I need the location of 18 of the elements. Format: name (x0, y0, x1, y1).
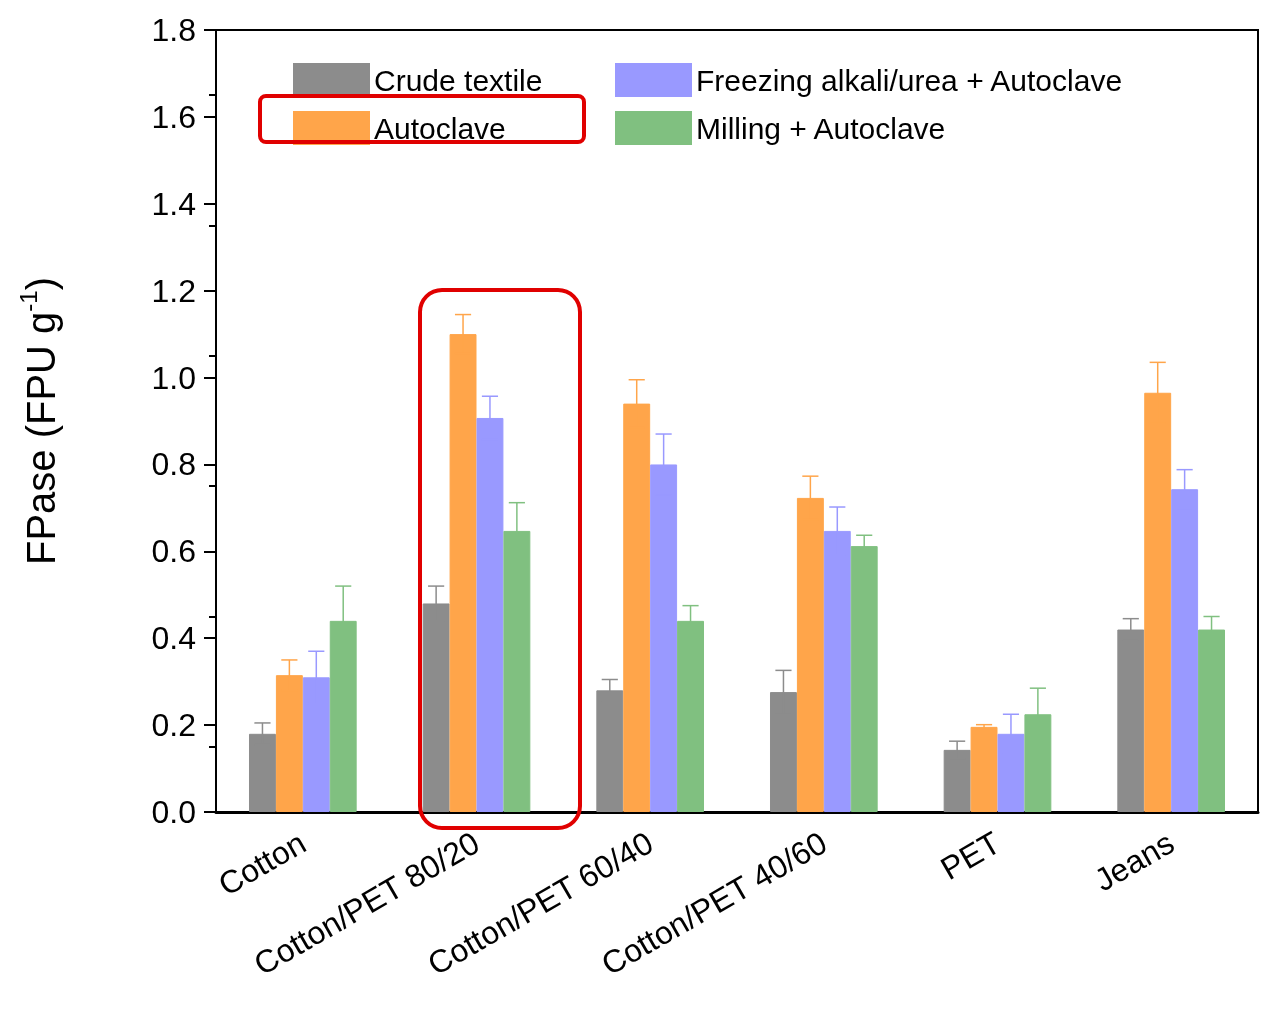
y-tick-label: 1.4 (151, 185, 196, 222)
y-tick-label: 0.6 (151, 533, 196, 570)
y-tick-label: 1.6 (151, 98, 196, 135)
y-axis-title: FPase (FPU g-1) (14, 276, 63, 566)
legend-label: Freezing alkali/urea + Autoclave (696, 63, 1123, 97)
legend-label: Autoclave (374, 111, 506, 145)
bar (970, 726, 998, 812)
x-tick-label: PET (934, 824, 1007, 887)
y-tick-label: 0.0 (151, 794, 196, 830)
y-tick-label: 0.2 (151, 707, 196, 744)
y-tick-label: 1.2 (151, 272, 196, 309)
y-tick-label: 1.8 (151, 12, 196, 48)
y-tick-label: 0.4 (151, 620, 196, 657)
legend-label: Milling + Autoclave (696, 111, 946, 145)
y-tick-label: 1.0 (151, 359, 196, 396)
legend-label: Crude textile (374, 63, 543, 97)
x-tick-label: Jeans (1088, 824, 1181, 899)
y-tick-label: 0.8 (151, 446, 196, 483)
